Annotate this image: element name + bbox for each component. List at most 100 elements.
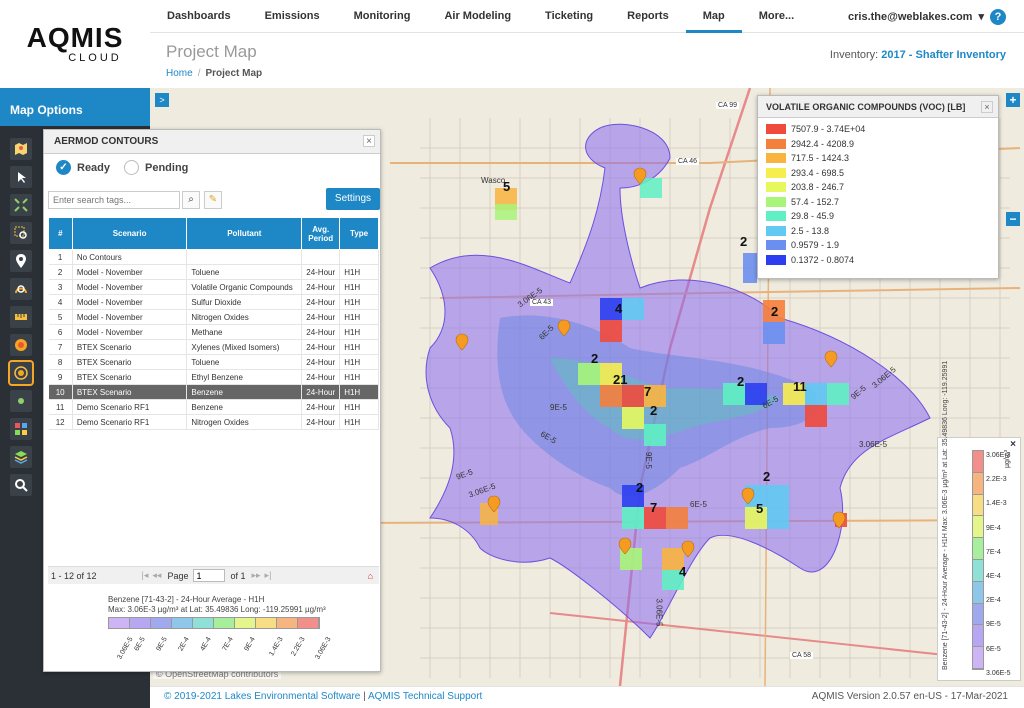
legend-tick-label: 9E-4 xyxy=(243,636,257,653)
aermod-contours-panel: AERMOD CONTOURS × ✓ Ready Pending ⌕ ✎ Se… xyxy=(43,129,381,672)
support-link[interactable]: AQMIS Technical Support xyxy=(368,691,483,702)
zoom-area-icon[interactable] xyxy=(10,222,32,244)
table-row[interactable]: 11 Demo Scenario RF1 Benzene 24-Hour H1H xyxy=(48,399,379,415)
cluster-count[interactable]: 2 xyxy=(591,351,599,366)
pending-radio[interactable]: Pending xyxy=(124,160,188,175)
table-row[interactable]: 6 Model - November Methane 24-Hour H1H xyxy=(48,324,379,340)
ruler-icon[interactable] xyxy=(10,306,32,328)
ready-radio[interactable]: ✓ Ready xyxy=(56,160,110,175)
export-icon[interactable]: ⌂ xyxy=(367,570,373,581)
first-page-icon[interactable]: |◂ xyxy=(141,570,149,580)
extent-icon[interactable] xyxy=(10,194,32,216)
close-icon[interactable]: × xyxy=(1010,439,1016,450)
legend-tick-label: 4E-4 xyxy=(199,636,213,653)
clear-broom-icon[interactable]: ✎ xyxy=(204,191,222,209)
page-title: Project Map xyxy=(166,42,257,61)
table-row[interactable]: 2 Model - November Toluene 24-Hour H1H xyxy=(48,264,379,280)
table-cell: 6 xyxy=(48,324,73,340)
nav-ticketing[interactable]: Ticketing xyxy=(545,9,594,22)
nav-more[interactable]: More... xyxy=(758,9,795,22)
table-cell: Demo Scenario RF1 xyxy=(72,414,188,430)
table-row[interactable]: 7 BTEX Scenario Xylenes (Mixed Isomers) 24-… xyxy=(48,339,379,355)
table-cell: 1 xyxy=(48,249,73,265)
cluster-count[interactable]: 2 xyxy=(771,304,779,319)
road-label: CA 58 xyxy=(790,652,814,659)
user-email[interactable]: cris.the@weblakes.com xyxy=(848,10,973,23)
page-total: of 1 xyxy=(230,570,246,581)
prev-page-icon[interactable]: ◂◂ xyxy=(152,570,162,580)
close-icon[interactable]: × xyxy=(981,101,993,113)
cluster-count[interactable]: 5 xyxy=(756,501,764,516)
help-icon[interactable]: ? xyxy=(990,8,1006,25)
cluster-count[interactable]: 7 xyxy=(650,500,658,515)
contour-icon[interactable] xyxy=(8,360,34,386)
page-number-input[interactable] xyxy=(193,569,226,582)
nav-air-modeling[interactable]: Air Modeling xyxy=(444,9,512,22)
pointer-select-icon[interactable] xyxy=(10,166,32,188)
zoom-out-button[interactable]: − xyxy=(1006,212,1020,226)
legend-swatch xyxy=(766,225,786,236)
column-header[interactable]: Type xyxy=(339,217,379,250)
table-row[interactable]: 12 Demo Scenario RF1 Nitrogen Oxides 24-Hou… xyxy=(48,414,379,430)
close-icon[interactable]: × xyxy=(363,135,375,147)
cluster-count[interactable]: 21 xyxy=(613,372,628,387)
inventory-link[interactable]: 2017 - Shafter Inventory xyxy=(881,49,1006,61)
table-row[interactable]: 4 Model - November Sulfur Dioxide 24-Hour H1… xyxy=(48,294,379,310)
map-layers-icon[interactable] xyxy=(10,138,32,160)
expand-panel-button[interactable]: > xyxy=(155,93,169,107)
search-tags-input[interactable] xyxy=(48,191,180,209)
search-icon[interactable]: ⌕ xyxy=(182,191,200,209)
legend-tick-label: 7E-4 xyxy=(221,636,235,653)
zoom-in-button[interactable]: + xyxy=(1006,93,1020,107)
nav-monitoring[interactable]: Monitoring xyxy=(353,9,411,22)
cluster-count[interactable]: 7 xyxy=(644,384,652,399)
cluster-count[interactable]: 2 xyxy=(737,374,745,389)
legend-swatch xyxy=(766,254,786,265)
nav-dashboards[interactable]: Dashboards xyxy=(167,9,231,22)
search-location-icon[interactable] xyxy=(10,278,32,300)
grid-icon[interactable] xyxy=(10,418,32,440)
last-page-icon[interactable]: ▸| xyxy=(264,570,272,580)
table-row[interactable]: 1 No Contours xyxy=(48,249,379,265)
heatmap-icon[interactable] xyxy=(10,334,32,356)
point-source-icon[interactable] xyxy=(10,390,32,412)
search-icon[interactable] xyxy=(10,474,32,496)
column-header[interactable]: Avg. Period xyxy=(301,217,341,250)
table-row[interactable]: 8 BTEX Scenario Toluene 24-Hour H1H xyxy=(48,354,379,370)
cluster-count[interactable]: 4 xyxy=(679,564,687,579)
table-cell: 10 xyxy=(48,384,73,400)
user-menu[interactable]: cris.the@weblakes.com ▾ ? xyxy=(848,0,1006,33)
table-row[interactable]: 10 BTEX Scenario Benzene 24-Hour H1H xyxy=(48,384,379,400)
voc-legend-label: 717.5 - 1424.3 xyxy=(791,153,850,163)
cluster-count[interactable]: 4 xyxy=(615,301,623,316)
table-row[interactable]: 9 BTEX Scenario Ethyl Benzene 24-Hour H1H xyxy=(48,369,379,385)
voc-legend-label: 293.4 - 698.5 xyxy=(791,167,845,178)
settings-button[interactable]: Settings xyxy=(326,188,380,210)
table-cell: Methane xyxy=(186,324,303,340)
nav-reports[interactable]: Reports xyxy=(627,9,669,22)
layers-icon[interactable] xyxy=(10,446,32,468)
breadcrumb-home[interactable]: Home xyxy=(166,68,193,79)
cluster-count[interactable]: 11 xyxy=(793,379,807,394)
cluster-count[interactable]: 2 xyxy=(636,480,644,495)
legend-swatch xyxy=(973,451,983,473)
column-header[interactable]: # xyxy=(48,217,73,250)
column-header[interactable]: Pollutant xyxy=(186,217,303,250)
cluster-count[interactable]: 5 xyxy=(503,179,511,194)
cluster-count[interactable]: 2 xyxy=(740,234,748,249)
cluster-count[interactable]: 2 xyxy=(650,403,658,418)
map-attribution[interactable]: © OpenStreetMap contributors xyxy=(153,669,282,679)
voc-legend-item: 0.1372 - 0.8074 xyxy=(766,254,854,265)
cluster-count[interactable]: 2 xyxy=(763,469,771,484)
table-row[interactable]: 5 Model - November Nitrogen Oxides 24-Hour H… xyxy=(48,309,379,325)
next-page-icon[interactable]: ▸▸ xyxy=(251,570,261,580)
copyright-link[interactable]: © 2019-2021 Lakes Environmental Software xyxy=(164,691,361,702)
table-row[interactable]: 3 Model - November Volatile Organic Compou… xyxy=(48,279,379,295)
logo[interactable]: AQMIS CLOUD xyxy=(0,0,150,88)
table-cell: H1H xyxy=(339,279,379,295)
nav-map[interactable]: Map xyxy=(685,0,742,33)
nav-emissions[interactable]: Emissions xyxy=(264,9,320,22)
table-header: # Scenario Pollutant Avg. Period Type xyxy=(48,217,379,250)
location-pin-icon[interactable] xyxy=(10,250,32,272)
column-header[interactable]: Scenario xyxy=(71,217,188,250)
